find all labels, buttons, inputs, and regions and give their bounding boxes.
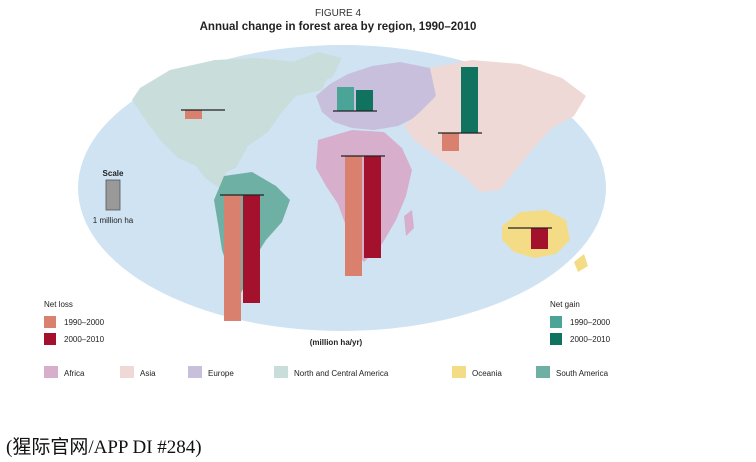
- image-caption: (猩际官网/APP DI #284): [6, 437, 202, 458]
- scale-indicator: Scale 1 million ha: [93, 169, 134, 225]
- region-swatch-north-central-america: [274, 366, 288, 378]
- europe-region: [316, 62, 440, 130]
- legend-label-loss-2000-2010: 2000–2010: [64, 335, 105, 344]
- bar-north-and-central-america-1990-2000: [185, 110, 202, 119]
- region-swatch-asia: [120, 366, 134, 378]
- legend-label-loss-1990-2000: 1990–2000: [64, 318, 105, 327]
- bar-asia-2000-2010: [461, 67, 478, 133]
- legend-swatch-loss-1990-2000: [44, 316, 56, 328]
- bars-layer: [181, 67, 552, 321]
- madagascar: [404, 210, 414, 236]
- net-loss-title: Net loss: [44, 300, 73, 309]
- region-swatch-oceania: [452, 366, 466, 378]
- scale-bar: [105, 179, 121, 211]
- bar-south-america-2000-2010: [243, 195, 260, 303]
- bar-africa-2000-2010: [364, 156, 381, 258]
- scale-value-label: 1 million ha: [93, 216, 134, 225]
- bar-africa-1990-2000: [345, 156, 362, 276]
- legend-label-gain-1990-2000: 1990–2000: [570, 318, 611, 327]
- region-swatch-africa: [44, 366, 58, 378]
- legend-label-gain-2000-2010: 2000–2010: [570, 335, 611, 344]
- net-gain-title: Net gain: [550, 300, 580, 309]
- bar-europe-1990-2000: [337, 87, 354, 111]
- region-label-north-central-america: North and Central America: [294, 369, 389, 378]
- net-gain-legend: Net gain 1990–2000 2000–2010: [550, 300, 611, 345]
- greenland: [288, 52, 342, 84]
- new-zealand: [574, 254, 588, 272]
- region-swatch-south-america: [536, 366, 550, 378]
- legend-swatch-loss-2000-2010: [44, 333, 56, 345]
- region-label-europe: Europe: [208, 369, 234, 378]
- scale-label: Scale: [103, 169, 124, 178]
- region-label-oceania: Oceania: [472, 369, 502, 378]
- bar-south-america-1990-2000: [224, 195, 241, 321]
- region-label-south-america: South America: [556, 369, 609, 378]
- bar-asia-1990-2000: [442, 133, 459, 151]
- net-loss-legend: Net loss 1990–2000 2000–2010: [44, 300, 105, 345]
- asia-region: [404, 60, 586, 192]
- chart-title: Annual change in forest area by region, …: [200, 21, 477, 33]
- bar-europe-2000-2010: [356, 90, 373, 111]
- unit-label: (million ha/yr): [310, 338, 363, 347]
- figure-label: FIGURE 4: [315, 8, 362, 19]
- region-swatch-europe: [188, 366, 202, 378]
- bar-oceania-2000-2010: [531, 228, 548, 249]
- region-legend: Africa Asia Europe North and Central Ame…: [44, 366, 609, 378]
- region-label-africa: Africa: [64, 369, 85, 378]
- north-central-america-region: [132, 58, 330, 190]
- legend-swatch-gain-2000-2010: [550, 333, 562, 345]
- legend-swatch-gain-1990-2000: [550, 316, 562, 328]
- region-label-asia: Asia: [140, 369, 156, 378]
